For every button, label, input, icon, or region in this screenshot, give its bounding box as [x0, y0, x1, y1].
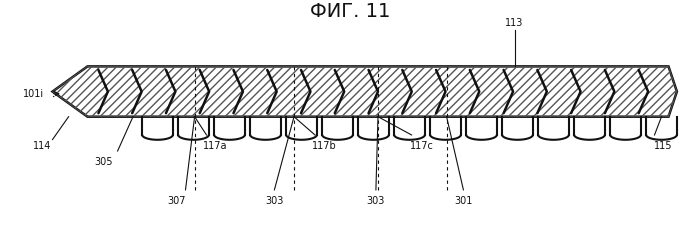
Text: 117b: 117b [312, 141, 337, 151]
Text: 114: 114 [33, 141, 51, 151]
Text: 305: 305 [94, 157, 113, 167]
Text: ФИГ. 11: ФИГ. 11 [310, 2, 390, 21]
Polygon shape [52, 66, 677, 117]
Text: 117c: 117c [410, 141, 433, 151]
Text: 301: 301 [454, 196, 472, 206]
Text: 303: 303 [265, 196, 284, 206]
Text: 117a: 117a [203, 141, 228, 151]
Text: 115: 115 [654, 141, 673, 151]
Text: 113: 113 [505, 18, 524, 28]
Text: 101i: 101i [23, 89, 44, 99]
Text: 303: 303 [367, 196, 385, 206]
Text: 307: 307 [167, 196, 186, 206]
